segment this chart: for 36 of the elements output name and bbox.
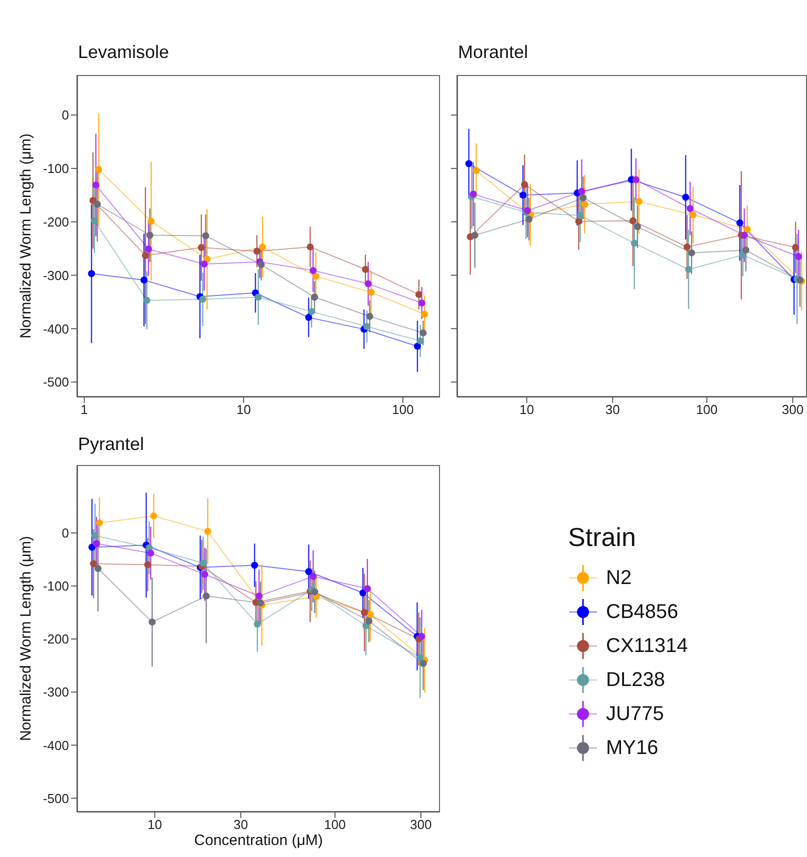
y-tick-label: 0: [62, 108, 69, 123]
y-tick-label: -500: [42, 790, 69, 806]
x-tick-label: 100: [324, 817, 346, 832]
legend-label: CX11314: [606, 634, 688, 658]
legend-label: N2: [606, 566, 632, 590]
y-tick-label: -200: [42, 632, 69, 647]
x-tick-label: 10: [148, 817, 162, 832]
y-tick-label: -400: [42, 321, 69, 336]
y-tick-label: -500: [42, 374, 69, 390]
y-tick-label: -300: [42, 684, 69, 700]
chart-title: Morantel: [458, 42, 528, 63]
legend-label: JU775: [606, 702, 664, 726]
x-tick-label: 100: [696, 402, 718, 418]
y-tick-label: 0: [62, 526, 69, 541]
x-tick-label: 10: [520, 402, 534, 418]
y-tick-label: -300: [42, 268, 69, 283]
legend-title: Strain: [568, 522, 637, 553]
x-tick-label: 300: [410, 817, 432, 832]
legend-label: MY16: [606, 736, 658, 760]
x-tick-label: 30: [605, 402, 620, 418]
x-tick-label: 300: [782, 402, 804, 418]
y-axis-title: Normalized Worm Length (μm): [17, 536, 34, 742]
legend-label: DL238: [606, 668, 665, 692]
x-tick-label: 10: [236, 402, 251, 418]
chart-title: Pyrantel: [78, 434, 144, 455]
y-tick-label: -400: [42, 738, 69, 753]
y-tick-label: -100: [42, 161, 69, 176]
x-tick-label: 100: [392, 402, 414, 418]
x-tick-label: 30: [234, 817, 248, 832]
x-tick-label: 1: [80, 402, 88, 418]
chart-title: Levamisole: [78, 42, 170, 63]
y-tick-label: -200: [42, 214, 69, 230]
x-axis-title: Concentration (μM): [194, 832, 323, 849]
legend-label: CB4856: [606, 600, 678, 624]
y-axis-title: Normalized Worm Length (μm): [17, 133, 34, 339]
y-tick-label: -100: [42, 578, 69, 594]
